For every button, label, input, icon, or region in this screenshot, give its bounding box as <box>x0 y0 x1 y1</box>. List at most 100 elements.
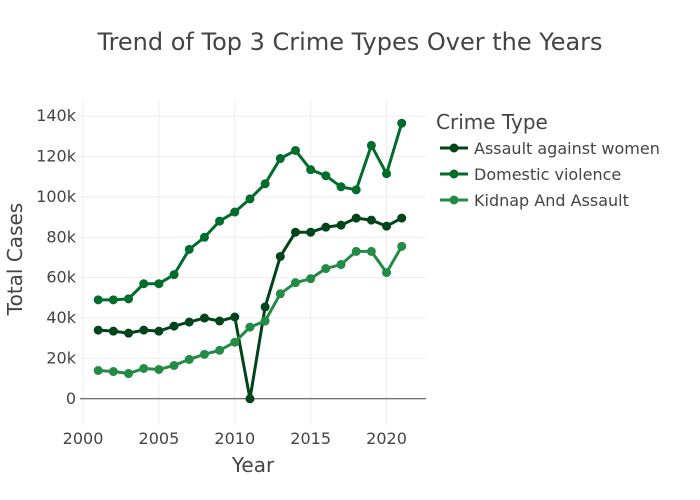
legend-item[interactable]: Assault against women <box>440 139 660 158</box>
x-tick-label: 2010 <box>214 429 255 448</box>
series-line <box>98 245 404 376</box>
data-point[interactable] <box>351 213 361 223</box>
data-point[interactable] <box>275 154 285 164</box>
data-point[interactable] <box>351 185 361 195</box>
legend-items: Assault against women Domestic violence Ki… <box>440 139 660 210</box>
data-point[interactable] <box>245 322 255 332</box>
data-point[interactable] <box>215 345 225 355</box>
legend[interactable]: Crime Type Assault against women Domestic… <box>436 110 660 210</box>
tick-labels: 2000 2005 2010 2015 2020 0 20k 40k 60k 80k 100k 120… <box>36 106 407 448</box>
data-point[interactable] <box>336 260 346 270</box>
legend-label: Kidnap And Assault <box>474 191 629 210</box>
y-tick-label: 0 <box>66 389 76 408</box>
y-tick-label: 140k <box>36 106 77 125</box>
data-point[interactable] <box>230 337 240 347</box>
y-tick-label: 20k <box>46 348 76 367</box>
data-point[interactable] <box>321 171 331 181</box>
y-tick-label: 40k <box>46 308 76 327</box>
y-tick-label: 80k <box>46 227 76 246</box>
series-1[interactable] <box>93 118 407 305</box>
data-point[interactable] <box>169 270 179 280</box>
y-tick-label: 100k <box>36 187 77 206</box>
data-point[interactable] <box>321 222 331 232</box>
data-point[interactable] <box>139 279 149 289</box>
data-point[interactable] <box>230 312 240 322</box>
x-tick-label: 2015 <box>290 429 331 448</box>
data-point[interactable] <box>215 316 225 326</box>
legend-swatch-marker <box>449 195 459 205</box>
data-point[interactable] <box>260 179 270 189</box>
data-point[interactable] <box>108 326 118 336</box>
data-point[interactable] <box>397 241 407 251</box>
data-point[interactable] <box>199 232 209 242</box>
data-point[interactable] <box>108 367 118 377</box>
y-tick-label: 120k <box>36 147 77 166</box>
data-point[interactable] <box>306 274 316 284</box>
data-point[interactable] <box>260 302 270 312</box>
data-point[interactable] <box>108 295 118 305</box>
series-layer <box>93 118 407 404</box>
data-point[interactable] <box>184 244 194 254</box>
data-point[interactable] <box>169 360 179 370</box>
data-point[interactable] <box>184 354 194 364</box>
data-point[interactable] <box>169 321 179 331</box>
data-point[interactable] <box>336 182 346 192</box>
data-point[interactable] <box>199 349 209 359</box>
y-axis-title: Total Cases <box>3 203 27 316</box>
legend-title: Crime Type <box>436 110 548 134</box>
data-point[interactable] <box>397 118 407 128</box>
data-point[interactable] <box>275 251 285 261</box>
data-point[interactable] <box>154 364 164 374</box>
data-point[interactable] <box>199 313 209 323</box>
data-point[interactable] <box>139 325 149 335</box>
data-point[interactable] <box>366 140 376 150</box>
data-point[interactable] <box>154 326 164 336</box>
data-point[interactable] <box>290 278 300 288</box>
data-point[interactable] <box>215 216 225 226</box>
legend-label: Assault against women <box>474 139 660 158</box>
data-point[interactable] <box>397 213 407 223</box>
y-tick-label: 60k <box>46 268 76 287</box>
legend-item[interactable]: Domestic violence <box>440 165 621 184</box>
legend-label: Domestic violence <box>474 165 621 184</box>
x-axis-title: Year <box>231 453 275 477</box>
data-point[interactable] <box>93 365 103 375</box>
data-point[interactable] <box>290 145 300 155</box>
data-point[interactable] <box>139 363 149 373</box>
data-point[interactable] <box>184 317 194 327</box>
data-point[interactable] <box>154 279 164 289</box>
data-point[interactable] <box>351 246 361 256</box>
data-point[interactable] <box>245 394 255 404</box>
data-point[interactable] <box>124 294 134 304</box>
data-point[interactable] <box>93 295 103 305</box>
data-point[interactable] <box>382 169 392 179</box>
data-point[interactable] <box>230 207 240 217</box>
series-0[interactable] <box>93 213 407 404</box>
series-2[interactable] <box>93 241 407 379</box>
legend-swatch-marker <box>449 143 459 153</box>
data-point[interactable] <box>260 316 270 326</box>
data-point[interactable] <box>245 194 255 204</box>
x-tick-label: 2000 <box>63 429 104 448</box>
data-point[interactable] <box>382 268 392 278</box>
series-line <box>98 122 404 302</box>
data-point[interactable] <box>366 215 376 225</box>
data-point[interactable] <box>306 227 316 237</box>
data-point[interactable] <box>321 264 331 274</box>
data-point[interactable] <box>275 289 285 299</box>
x-tick-label: 2020 <box>366 429 407 448</box>
legend-item[interactable]: Kidnap And Assault <box>440 191 629 210</box>
data-point[interactable] <box>290 227 300 237</box>
data-point[interactable] <box>124 369 134 379</box>
data-point[interactable] <box>366 246 376 256</box>
data-point[interactable] <box>306 165 316 175</box>
legend-swatch-marker <box>449 169 459 179</box>
data-point[interactable] <box>382 221 392 231</box>
data-point[interactable] <box>336 220 346 230</box>
x-tick-label: 2005 <box>139 429 180 448</box>
chart-title: Trend of Top 3 Crime Types Over the Year… <box>96 28 602 56</box>
data-point[interactable] <box>93 325 103 335</box>
data-point[interactable] <box>124 328 134 338</box>
